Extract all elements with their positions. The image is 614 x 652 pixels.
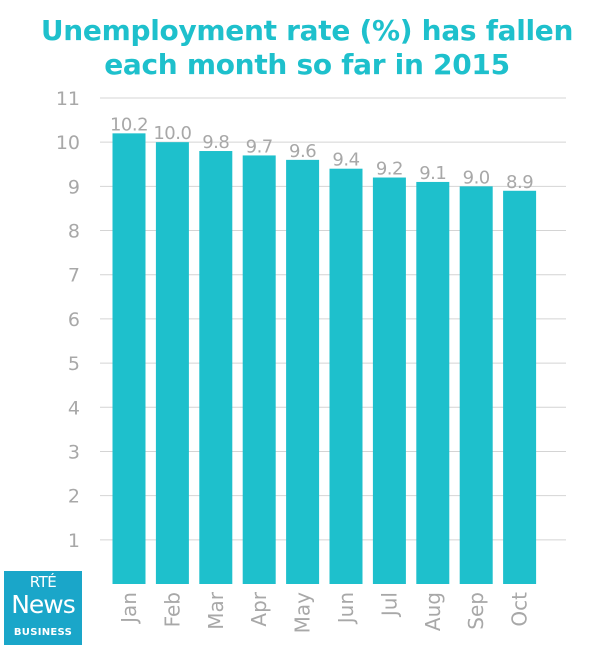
- chart-title-line-2: each month so far in 2015: [104, 48, 510, 81]
- bar-value-label: 8.9: [506, 172, 533, 193]
- x-tick-label: Oct: [508, 592, 532, 627]
- x-tick-label: Jan: [117, 592, 141, 625]
- logo-section: BUSINESS: [13, 627, 73, 638]
- bar: [155, 142, 189, 584]
- y-tick-label: 10: [56, 132, 80, 154]
- logo-product: News: [11, 590, 76, 619]
- bar-value-label: 9.4: [332, 150, 359, 171]
- bar: [112, 133, 146, 584]
- x-tick-label: Jun: [334, 592, 358, 625]
- y-tick-label: 1: [68, 530, 80, 552]
- x-tick-label: Apr: [247, 591, 271, 626]
- x-tick-label: Jul: [377, 592, 401, 618]
- x-tick-label: Mar: [204, 591, 228, 630]
- y-tick-label: 11: [56, 88, 80, 110]
- chart-title-line-1: Unemployment rate (%) has fallen: [40, 14, 574, 47]
- bar: [459, 186, 493, 584]
- bar-value-label: 9.6: [289, 141, 316, 162]
- bar: [199, 151, 233, 584]
- x-tick-label: Aug: [421, 592, 445, 631]
- x-tick-label: Feb: [160, 592, 184, 627]
- bar: [503, 190, 537, 585]
- y-tick-label: 2: [68, 486, 80, 508]
- x-tick-label: Sep: [464, 592, 488, 630]
- chart-title: Unemployment rate (%) has fallen each mo…: [0, 14, 614, 82]
- logo-brand: RTÉ: [29, 573, 57, 591]
- y-tick-label: 4: [68, 397, 80, 419]
- bar-value-label: 9.8: [202, 132, 229, 153]
- bar: [416, 181, 450, 585]
- bar-value-label: 9.0: [463, 167, 490, 188]
- bar-value-label: 9.2: [376, 159, 403, 180]
- bar: [242, 155, 276, 584]
- bar: [329, 168, 363, 584]
- y-tick-label: 3: [68, 441, 80, 463]
- y-tick-label: 9: [68, 176, 80, 198]
- bar: [372, 177, 406, 584]
- bar-value-label: 9.7: [246, 136, 273, 157]
- x-tick-label: May: [291, 592, 315, 634]
- bar-value-label: 9.1: [419, 163, 446, 184]
- bar-value-label: 10.0: [153, 123, 191, 144]
- rte-news-business-logo: RTÉ News BUSINESS: [4, 571, 82, 645]
- y-tick-label: 6: [68, 309, 80, 331]
- y-tick-label: 8: [68, 221, 80, 243]
- bar-value-label: 10.2: [110, 114, 148, 135]
- y-tick-label: 7: [68, 265, 80, 287]
- bar: [286, 159, 320, 584]
- y-tick-label: 5: [68, 353, 80, 375]
